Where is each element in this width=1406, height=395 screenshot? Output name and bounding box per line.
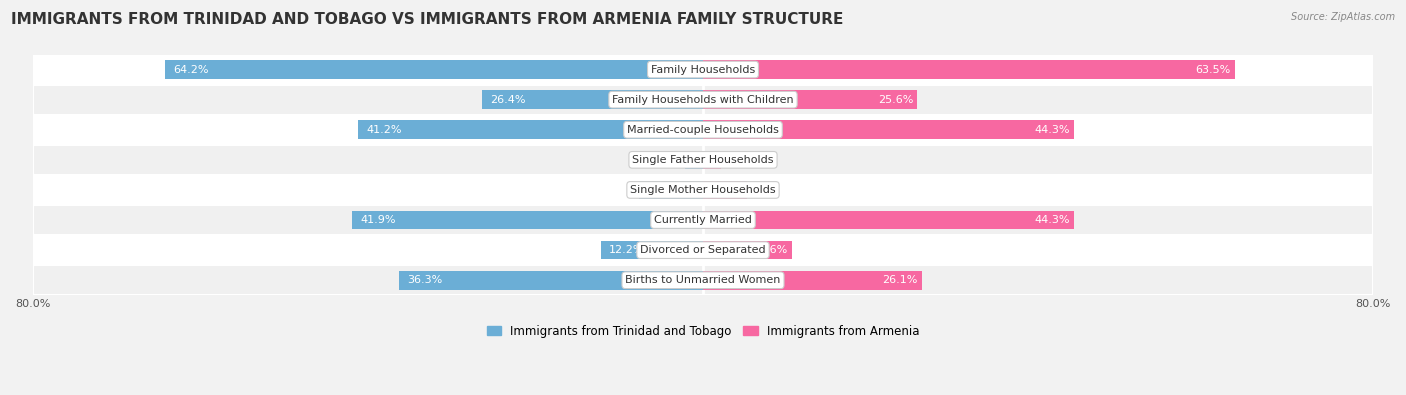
Text: 44.3%: 44.3% (1035, 215, 1070, 225)
Text: Family Households: Family Households (651, 64, 755, 75)
Text: Married-couple Households: Married-couple Households (627, 125, 779, 135)
Text: 63.5%: 63.5% (1195, 64, 1230, 75)
Bar (482, 90, 703, 109)
Text: IMMIGRANTS FROM TRINIDAD AND TOBAGO VS IMMIGRANTS FROM ARMENIA FAMILY STRUCTURE: IMMIGRANTS FROM TRINIDAD AND TOBAGO VS I… (11, 12, 844, 27)
Legend: Immigrants from Trinidad and Tobago, Immigrants from Armenia: Immigrants from Trinidad and Tobago, Imm… (482, 320, 924, 342)
Bar (703, 60, 1234, 79)
Text: 10.6%: 10.6% (752, 245, 787, 255)
Bar (32, 235, 1374, 265)
Text: 26.4%: 26.4% (491, 95, 526, 105)
Text: 7.6%: 7.6% (645, 185, 675, 195)
Bar (32, 145, 1374, 175)
Bar (600, 241, 703, 260)
Bar (640, 181, 703, 199)
Text: Source: ZipAtlas.com: Source: ZipAtlas.com (1291, 12, 1395, 22)
Bar (352, 211, 703, 229)
Bar (703, 181, 747, 199)
Text: 5.2%: 5.2% (716, 185, 744, 195)
Text: 2.1%: 2.1% (724, 155, 754, 165)
Text: 2.2%: 2.2% (652, 155, 681, 165)
Bar (32, 205, 1374, 235)
Bar (32, 265, 1374, 295)
Text: 44.3%: 44.3% (1035, 125, 1070, 135)
Text: 26.1%: 26.1% (882, 275, 918, 285)
Text: Family Households with Children: Family Households with Children (612, 95, 794, 105)
Bar (703, 211, 1074, 229)
Text: 41.9%: 41.9% (360, 215, 396, 225)
Bar (703, 241, 792, 260)
Bar (685, 150, 703, 169)
Bar (165, 60, 703, 79)
Text: 36.3%: 36.3% (408, 275, 443, 285)
Bar (703, 271, 922, 290)
Bar (703, 120, 1074, 139)
Bar (32, 55, 1374, 85)
Text: 12.2%: 12.2% (609, 245, 645, 255)
Text: Births to Unmarried Women: Births to Unmarried Women (626, 275, 780, 285)
Text: 25.6%: 25.6% (877, 95, 914, 105)
Bar (703, 90, 918, 109)
Text: 64.2%: 64.2% (173, 64, 209, 75)
Bar (399, 271, 703, 290)
Text: Currently Married: Currently Married (654, 215, 752, 225)
Bar (703, 150, 721, 169)
Bar (32, 175, 1374, 205)
Text: Single Mother Households: Single Mother Households (630, 185, 776, 195)
Bar (32, 115, 1374, 145)
Bar (32, 85, 1374, 115)
Bar (357, 120, 703, 139)
Text: Divorced or Separated: Divorced or Separated (640, 245, 766, 255)
Text: 41.2%: 41.2% (366, 125, 402, 135)
Text: Single Father Households: Single Father Households (633, 155, 773, 165)
